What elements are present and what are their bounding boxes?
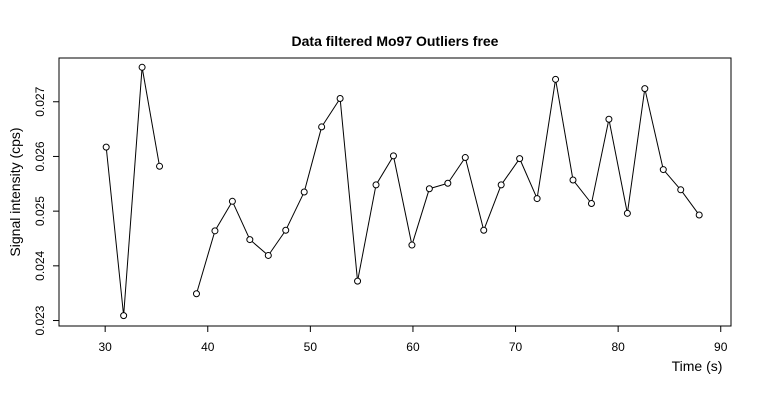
series-line-segment	[682, 191, 698, 213]
data-point	[211, 227, 219, 235]
data-point	[389, 152, 397, 160]
series-line-segment	[233, 203, 250, 238]
series-line-segment	[286, 194, 304, 228]
series-line-segment	[608, 122, 628, 211]
y-tick-label: 0.027	[33, 86, 47, 116]
series-line-segment	[339, 101, 358, 279]
y-tick-label: 0.023	[33, 305, 47, 335]
data-point	[156, 162, 164, 170]
series-line-segment	[465, 160, 484, 228]
data-point	[138, 63, 146, 71]
data-point	[497, 181, 505, 189]
x-tick-label: 90	[714, 340, 728, 354]
series-line-segment	[196, 233, 215, 291]
x-tick-label: 30	[98, 340, 112, 354]
series-line-segment	[357, 187, 376, 279]
data-point	[192, 290, 200, 298]
series-line-segment	[449, 159, 465, 182]
data-point	[336, 94, 344, 102]
series-line-segment	[412, 191, 429, 243]
series-line-segment	[377, 158, 393, 183]
x-tick-label: 60	[406, 340, 420, 354]
data-point	[695, 211, 703, 219]
data-point	[102, 143, 110, 151]
x-tick-label: 50	[304, 340, 318, 354]
series-line-segment	[106, 150, 124, 313]
x-axis: 30 40 50 60 70 80 90	[98, 325, 728, 354]
series-line-segment	[484, 187, 501, 228]
series-line-segment	[520, 161, 537, 197]
series-line-segment	[574, 182, 591, 202]
data-point	[677, 186, 685, 194]
series-line-segment	[142, 70, 160, 164]
data-point	[372, 181, 380, 189]
data-point	[552, 75, 560, 83]
x-tick-label: 70	[509, 340, 523, 354]
data-point	[569, 176, 577, 184]
data-point	[120, 312, 128, 320]
chart-title: Data filtered Mo97 Outliers free	[292, 33, 499, 49]
data-point	[605, 115, 613, 123]
series-line-segment	[251, 241, 267, 254]
data-point	[282, 226, 290, 234]
data-point	[623, 209, 631, 217]
series-line-segment	[537, 82, 556, 196]
data-point	[516, 155, 524, 163]
series-line-segment	[627, 91, 645, 211]
data-point	[533, 195, 541, 203]
data-point	[461, 154, 469, 162]
series-layer	[102, 63, 703, 320]
y-tick-label: 0.024	[33, 250, 47, 280]
data-point	[641, 85, 649, 93]
data-point	[408, 241, 416, 249]
series-line-segment	[664, 171, 680, 188]
y-axis: 0.023 0.024 0.025 0.026 0.027	[33, 86, 60, 336]
data-point	[587, 199, 595, 207]
series-line-segment	[502, 160, 519, 183]
series-line-segment	[432, 183, 446, 189]
series-line-segment	[591, 122, 609, 201]
data-point	[318, 123, 326, 131]
data-point	[354, 277, 362, 285]
x-tick-label: 40	[201, 340, 215, 354]
data-point	[300, 188, 308, 196]
x-axis-label: Time (s)	[672, 358, 723, 374]
series-line-segment	[393, 158, 412, 243]
series-line-segment	[269, 232, 285, 254]
y-tick-label: 0.025	[33, 196, 47, 226]
x-tick-label: 80	[611, 340, 625, 354]
series-line-segment	[555, 82, 573, 178]
data-point	[480, 226, 488, 234]
data-point	[659, 166, 667, 174]
series-line-segment	[304, 129, 322, 190]
y-axis-label: Signal intensity (cps)	[7, 127, 23, 256]
data-point	[425, 185, 433, 193]
series-line-segment	[644, 91, 664, 167]
data-point	[444, 179, 452, 187]
y-tick-label: 0.026	[33, 141, 47, 171]
series-line-segment	[123, 70, 143, 313]
data-point	[246, 236, 254, 244]
data-point	[264, 251, 272, 259]
series-line-segment	[216, 203, 232, 229]
data-point	[228, 197, 236, 205]
series-line-segment	[322, 100, 339, 125]
